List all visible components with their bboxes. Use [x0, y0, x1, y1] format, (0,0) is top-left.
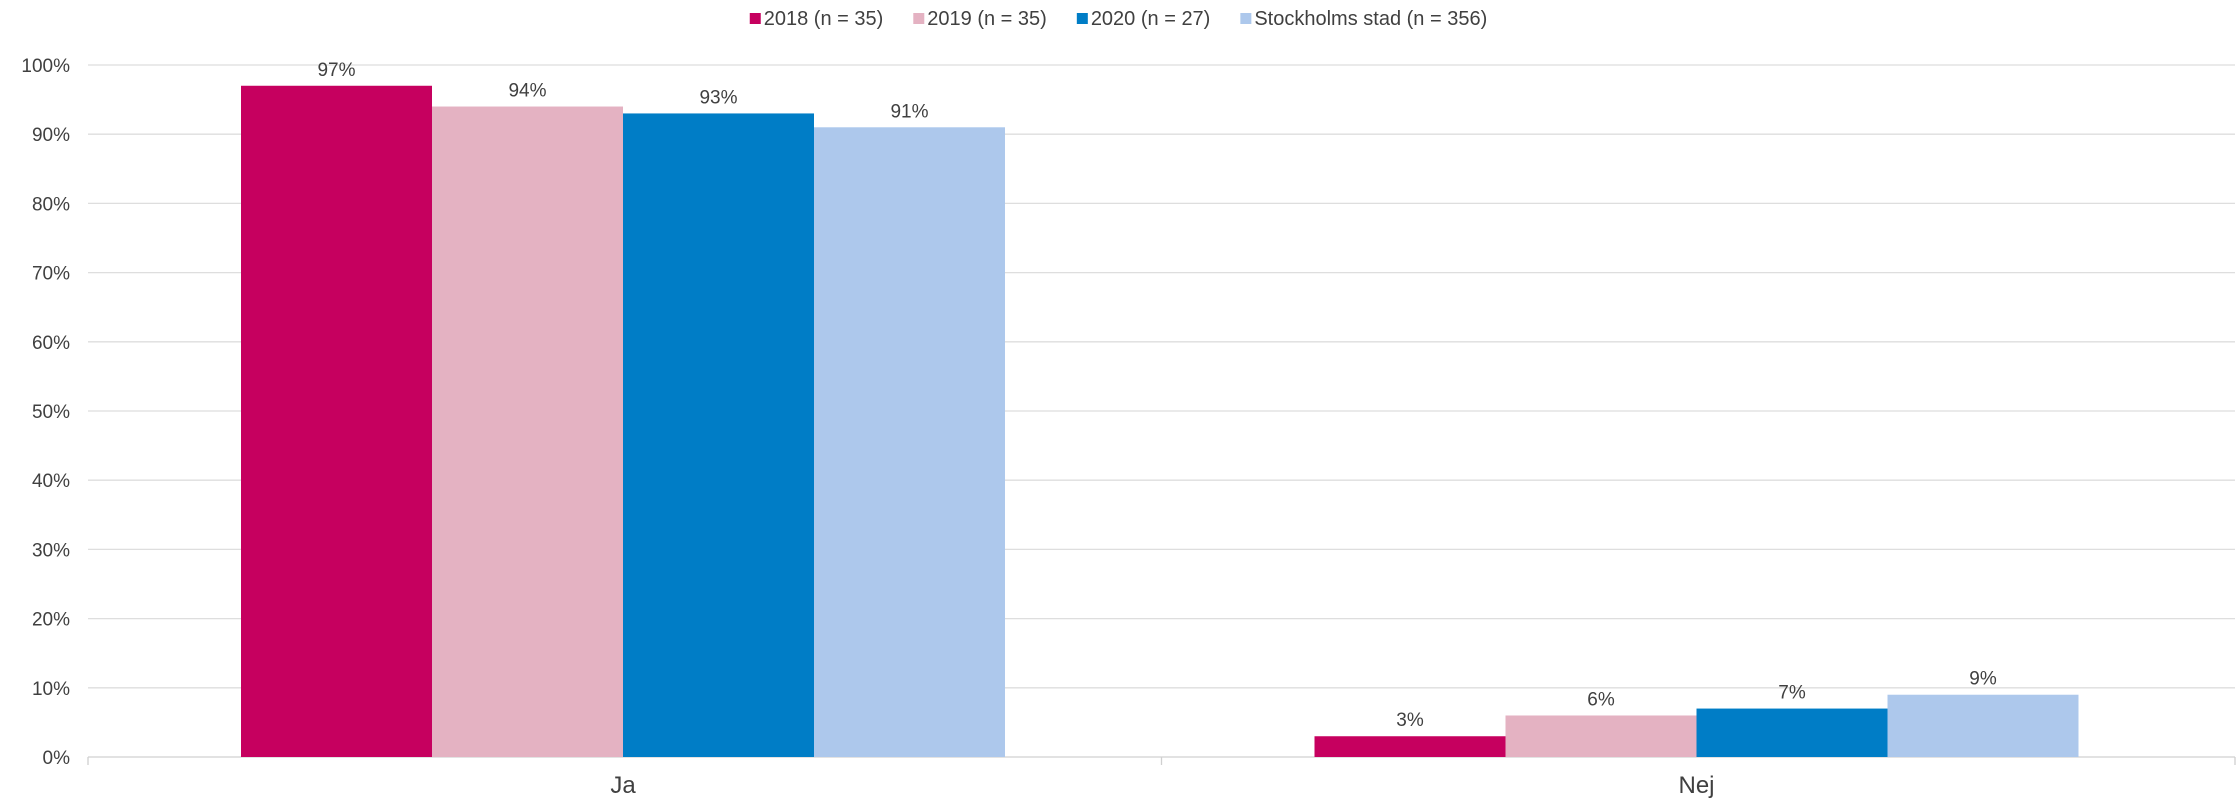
data-label: 97% [317, 60, 355, 81]
legend-item: 2020 (n = 27) [1076, 8, 1211, 30]
legend-label: 2018 (n = 35) [764, 8, 884, 30]
legend-swatch [749, 13, 761, 24]
y-tick-label: 70% [32, 264, 70, 285]
bar [1887, 694, 2079, 757]
data-label: 9% [1969, 669, 1997, 690]
y-tick-label: 60% [32, 333, 70, 354]
bar [1696, 708, 1888, 757]
legend-label: Stockholms stad (n = 356) [1254, 8, 1487, 30]
y-tick-label: 40% [32, 471, 70, 492]
legend-swatch [1240, 13, 1252, 24]
y-tick-label: 20% [32, 610, 70, 631]
legend-label: 2020 (n = 27) [1091, 8, 1211, 30]
data-label: 93% [699, 87, 737, 108]
bar [623, 113, 814, 757]
category-label: Ja [610, 772, 636, 799]
y-axis: 0% 10% 20% 30% 40% 50% 60% 70% 80% 90% 100% [21, 56, 70, 769]
y-tick-label: 50% [32, 402, 70, 423]
legend-swatch [913, 13, 925, 24]
x-axis: Ja Nej [87, 757, 2236, 799]
legend-swatch [1076, 13, 1088, 24]
bar [241, 85, 432, 757]
y-tick-label: 0% [43, 748, 71, 769]
y-tick-label: 10% [32, 679, 70, 700]
data-label: 3% [1396, 710, 1424, 731]
bar [1314, 736, 1506, 757]
y-tick-label: 100% [21, 56, 70, 77]
legend-item: 2018 (n = 35) [749, 8, 884, 30]
legend-item: Stockholms stad (n = 356) [1240, 8, 1487, 30]
bar [1505, 715, 1697, 757]
data-label: 94% [508, 81, 546, 102]
data-label: 6% [1587, 689, 1615, 710]
bar [432, 106, 623, 757]
y-tick-label: 90% [32, 125, 70, 146]
category-label: Nej [1678, 772, 1714, 799]
bars: 97% 94% 93% 91% 3% 6% 7% 9% [241, 60, 2079, 757]
data-label: 7% [1778, 683, 1806, 704]
y-tick-label: 30% [32, 540, 70, 561]
bar [814, 127, 1005, 757]
legend-label: 2019 (n = 35) [927, 8, 1047, 30]
legend-item: 2019 (n = 35) [913, 8, 1047, 30]
data-label: 91% [890, 101, 928, 122]
y-tick-label: 80% [32, 194, 70, 215]
legend: 2018 (n = 35) 2019 (n = 35) 2020 (n = 27) S… [749, 8, 1487, 30]
